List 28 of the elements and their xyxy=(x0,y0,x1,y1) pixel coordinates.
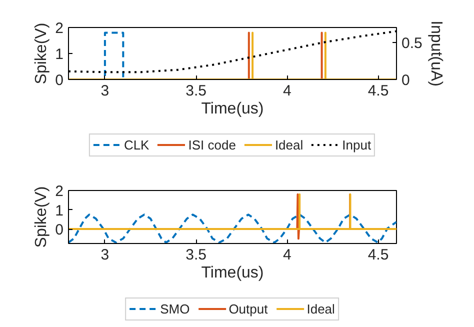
y-tick-label: 1 xyxy=(55,202,64,220)
y2-axis-title: Input(uA) xyxy=(427,20,444,86)
x-tick-label: 3 xyxy=(100,82,110,100)
y-tick-label: 0 xyxy=(55,222,64,239)
x-tick-label: 4.5 xyxy=(368,246,389,264)
legend-label: Input xyxy=(342,137,372,152)
x-tick-label: 3 xyxy=(100,246,110,264)
x-tick-label: 3.5 xyxy=(186,82,206,100)
x-tick-label: 4 xyxy=(282,246,292,264)
x-tick-label: 3.5 xyxy=(186,246,206,264)
y2-tick-label: 0.5 xyxy=(402,34,422,52)
x-axis-title: Time(us) xyxy=(201,100,264,118)
y-tick-label: 0 xyxy=(55,72,64,89)
legend-label: Ideal xyxy=(306,301,335,316)
legend-label: ISI code xyxy=(188,137,236,152)
y-tick-label: 2 xyxy=(55,20,64,37)
y-axis-title: Spike(V) xyxy=(33,22,50,84)
x-tick-label: 4 xyxy=(282,82,292,100)
y-tick-label: 1 xyxy=(55,46,64,63)
legend-label: Output xyxy=(228,301,268,316)
x-axis-title: Time(us) xyxy=(201,264,264,282)
legend-label: SMO xyxy=(160,301,190,316)
legend-label: Ideal xyxy=(274,137,304,152)
legend-label: CLK xyxy=(124,137,150,152)
y-axis-title: Spike(V) xyxy=(33,186,50,248)
x-tick-label: 4.5 xyxy=(368,82,389,100)
y-tick-label: 2 xyxy=(55,183,64,200)
y2-tick-label: 0 xyxy=(402,72,410,89)
